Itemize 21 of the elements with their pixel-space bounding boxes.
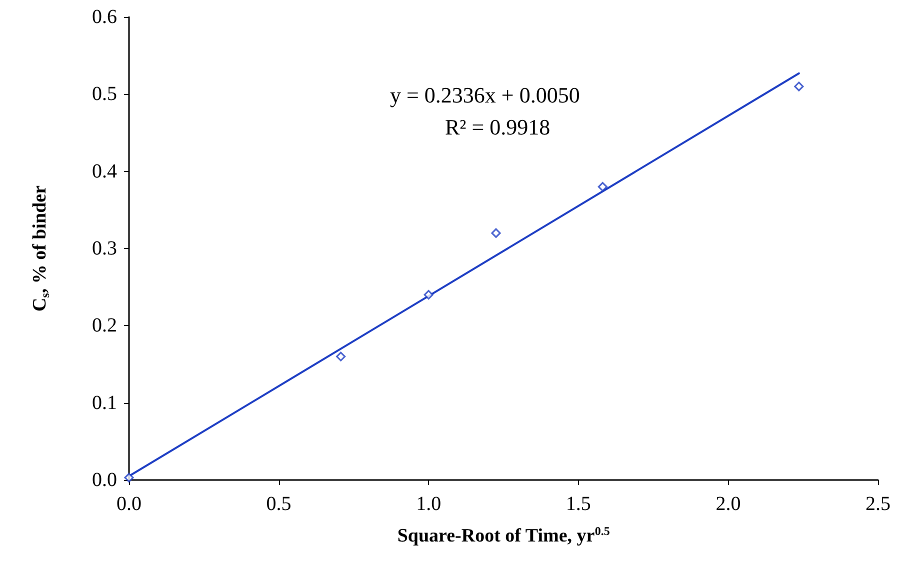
y-axis-title: Cs, % of binder (30, 184, 52, 312)
point (424, 290, 434, 300)
x-tick-label: 1.5 (566, 493, 591, 515)
y-tick-label: 0.1 (92, 392, 117, 414)
point (794, 82, 804, 92)
x-tick-label: 0.0 (116, 493, 142, 515)
point (336, 352, 346, 362)
point (491, 228, 501, 238)
annotation: y = 0.2336x + 0.0050 (390, 82, 580, 108)
y-tick-label: 0.5 (92, 83, 117, 106)
annotation: R² = 0.9918 (445, 114, 550, 140)
x-tick-label: 0.5 (266, 493, 292, 515)
x-tick-label: 2.5 (866, 493, 890, 515)
y-tick-label: 0.0 (92, 469, 117, 491)
y-tick-label: 0.4 (92, 160, 117, 182)
y-tick-label: 0.3 (92, 238, 117, 260)
y-tick-label: 0.6 (92, 6, 117, 28)
point (598, 182, 608, 192)
x-tick-label: 2.0 (716, 493, 741, 515)
y-tick-label: 0.2 (92, 314, 117, 337)
x-tick-label: 1.0 (416, 493, 442, 515)
